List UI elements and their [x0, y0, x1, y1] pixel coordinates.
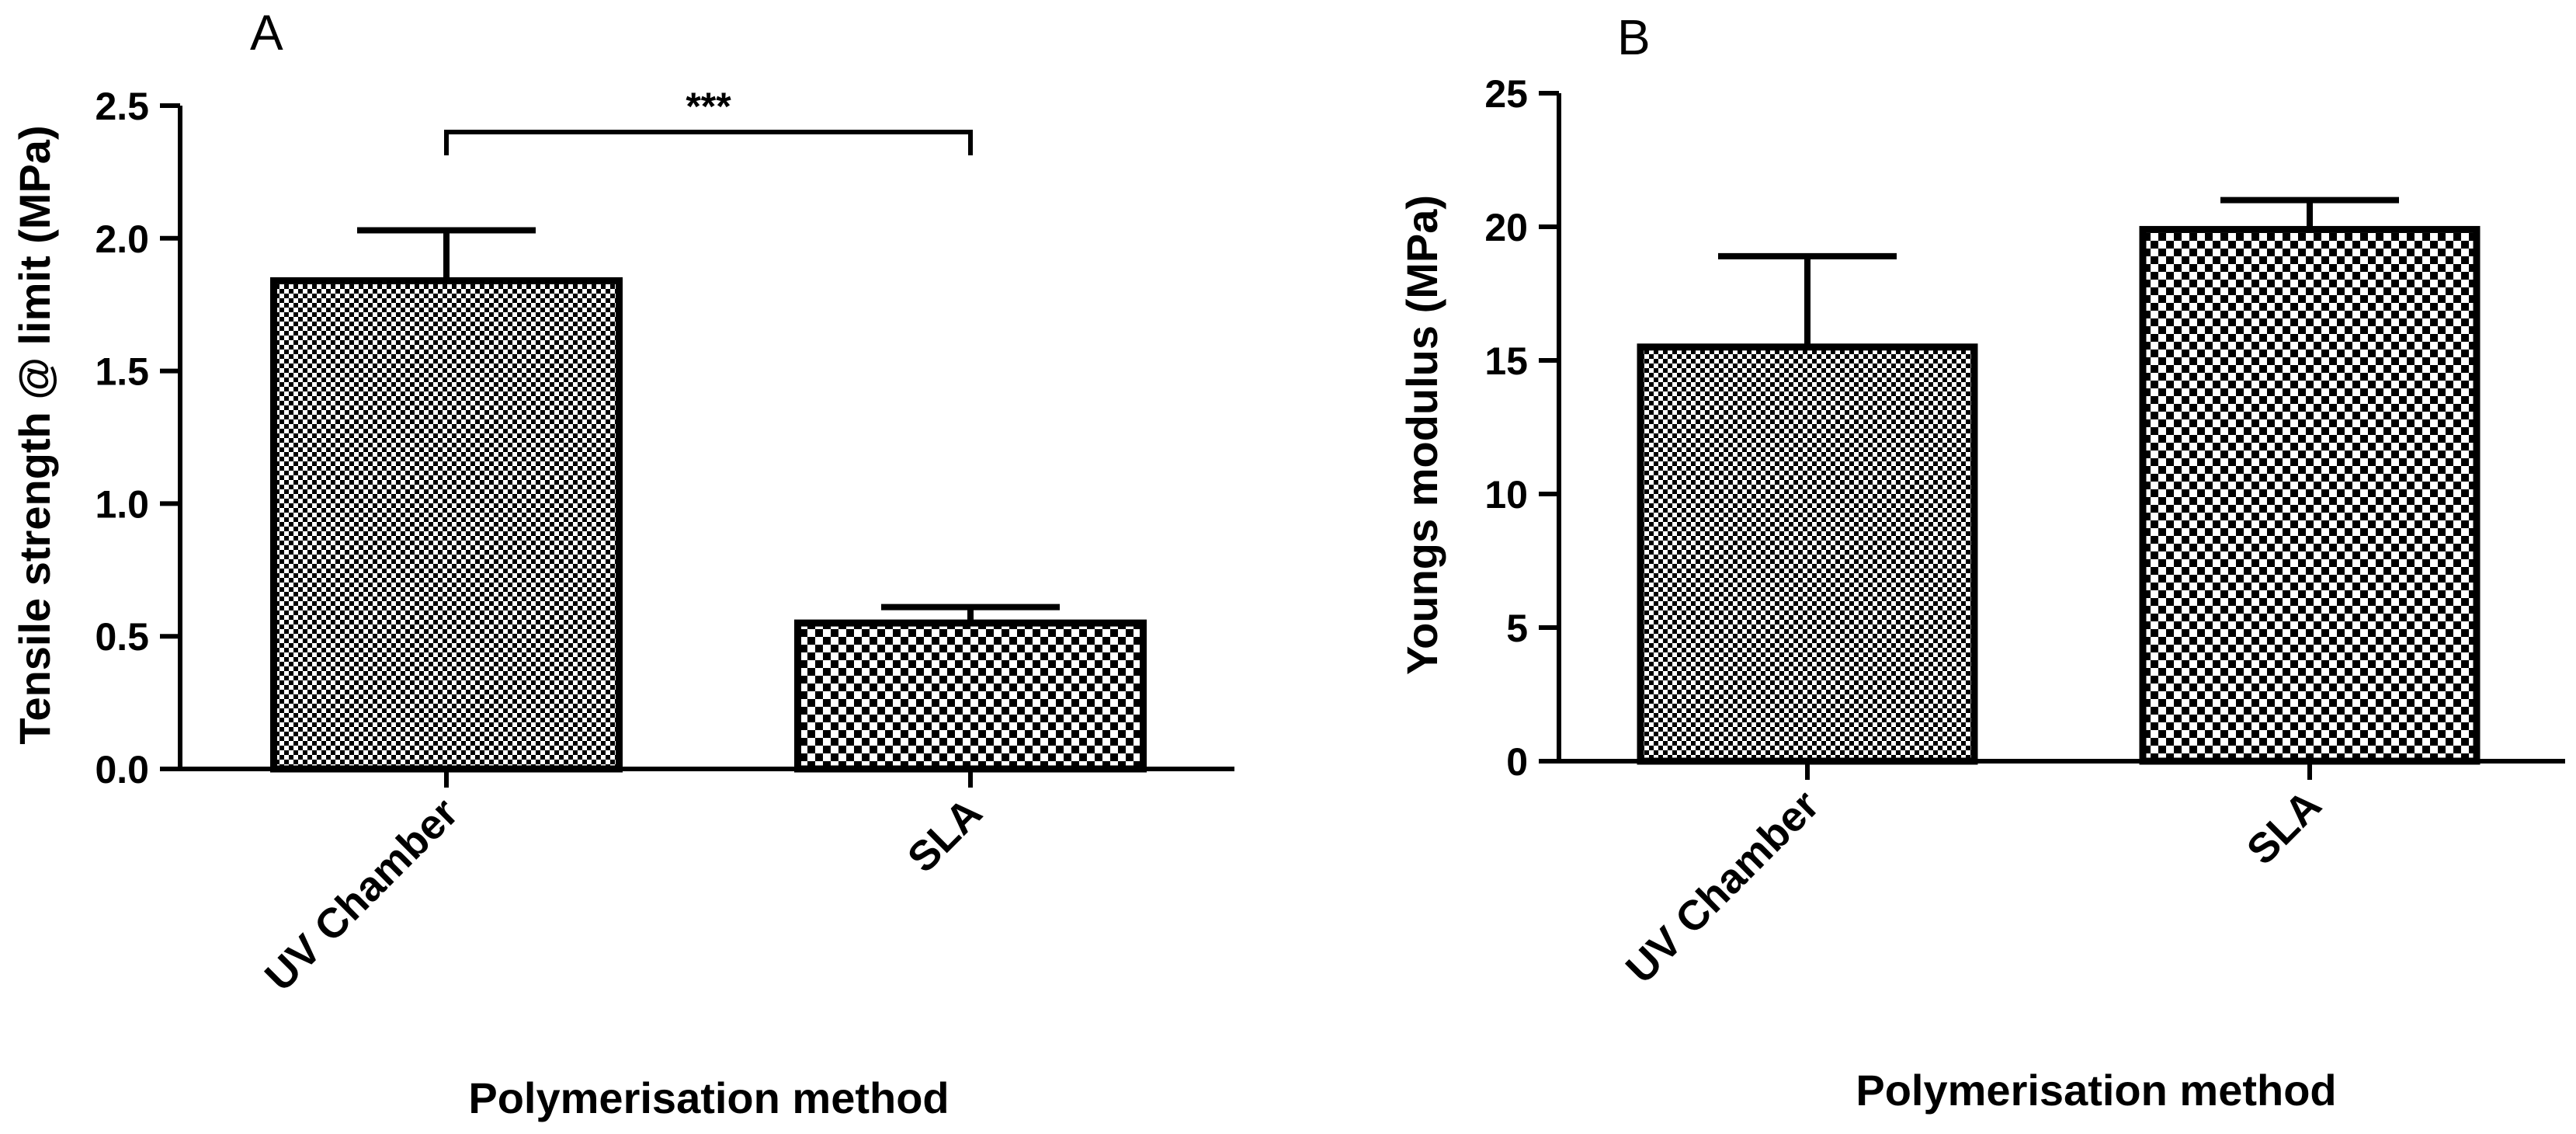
panel-b-chart: B 0 5 10 15 20 25 UV Chamber SLA Polymerisatio… — [1397, 9, 2565, 1115]
x-category-label: UV Chamber — [256, 789, 467, 1000]
panel-b-y-ticks: 0 5 10 15 20 25 — [1484, 72, 1559, 784]
panel-b-category-labels: UV Chamber SLA — [1617, 781, 2331, 993]
y-tick-label: 1.0 — [95, 482, 149, 526]
bar-sla — [794, 619, 1147, 773]
panel-a-label: A — [250, 5, 283, 61]
y-tick-label: 20 — [1484, 206, 1528, 249]
y-tick-label: 0.5 — [95, 615, 149, 659]
x-category-label: SLA — [2238, 781, 2331, 874]
panel-a-error-bars — [357, 227, 1060, 624]
panel-a-bars — [270, 277, 1147, 773]
significance-bracket — [444, 130, 973, 155]
y-tick-label: 0 — [1506, 740, 1528, 784]
y-tick-label: 5 — [1506, 607, 1528, 650]
x-category-label: SLA — [899, 789, 991, 882]
panel-a-category-labels: UV Chamber SLA — [256, 789, 991, 1000]
panel-b-axes — [1557, 93, 2565, 780]
bar-uv-chamber — [1637, 343, 1978, 765]
y-tick-label: 25 — [1484, 72, 1528, 116]
panel-a-chart: A 0.0 0.5 1.0 1.5 2.0 2.5 UV Chamber SLA *** P… — [10, 5, 1234, 1122]
panel-a-y-axis-title: Tensile strength @ limit (MPa) — [10, 125, 59, 744]
panel-a-y-ticks: 0.0 0.5 1.0 1.5 2.0 2.5 — [95, 85, 180, 791]
panel-b-label: B — [1617, 9, 1651, 65]
panel-b-x-axis-title: Polymerisation method — [1856, 1066, 2336, 1115]
panel-b-error-bars — [1718, 197, 2399, 347]
panel-b-bars — [1637, 225, 2481, 765]
y-tick-label: 2.5 — [95, 85, 149, 128]
y-tick-label: 1.5 — [95, 350, 149, 394]
x-category-label: UV Chamber — [1617, 781, 1828, 993]
panel-a-axes — [178, 106, 1234, 788]
bar-uv-chamber — [270, 277, 623, 773]
significance-label: *** — [686, 85, 731, 128]
panel-a-x-axis-title: Polymerisation method — [468, 1073, 949, 1122]
bar-sla — [2139, 225, 2481, 765]
y-tick-label: 10 — [1484, 473, 1528, 517]
panel-b-y-axis-title: Youngs modulus (MPa) — [1397, 195, 1446, 675]
panel-a-significance: *** — [444, 85, 973, 155]
y-tick-label: 0.0 — [95, 748, 149, 791]
y-tick-label: 2.0 — [95, 217, 149, 261]
y-tick-label: 15 — [1484, 339, 1528, 383]
